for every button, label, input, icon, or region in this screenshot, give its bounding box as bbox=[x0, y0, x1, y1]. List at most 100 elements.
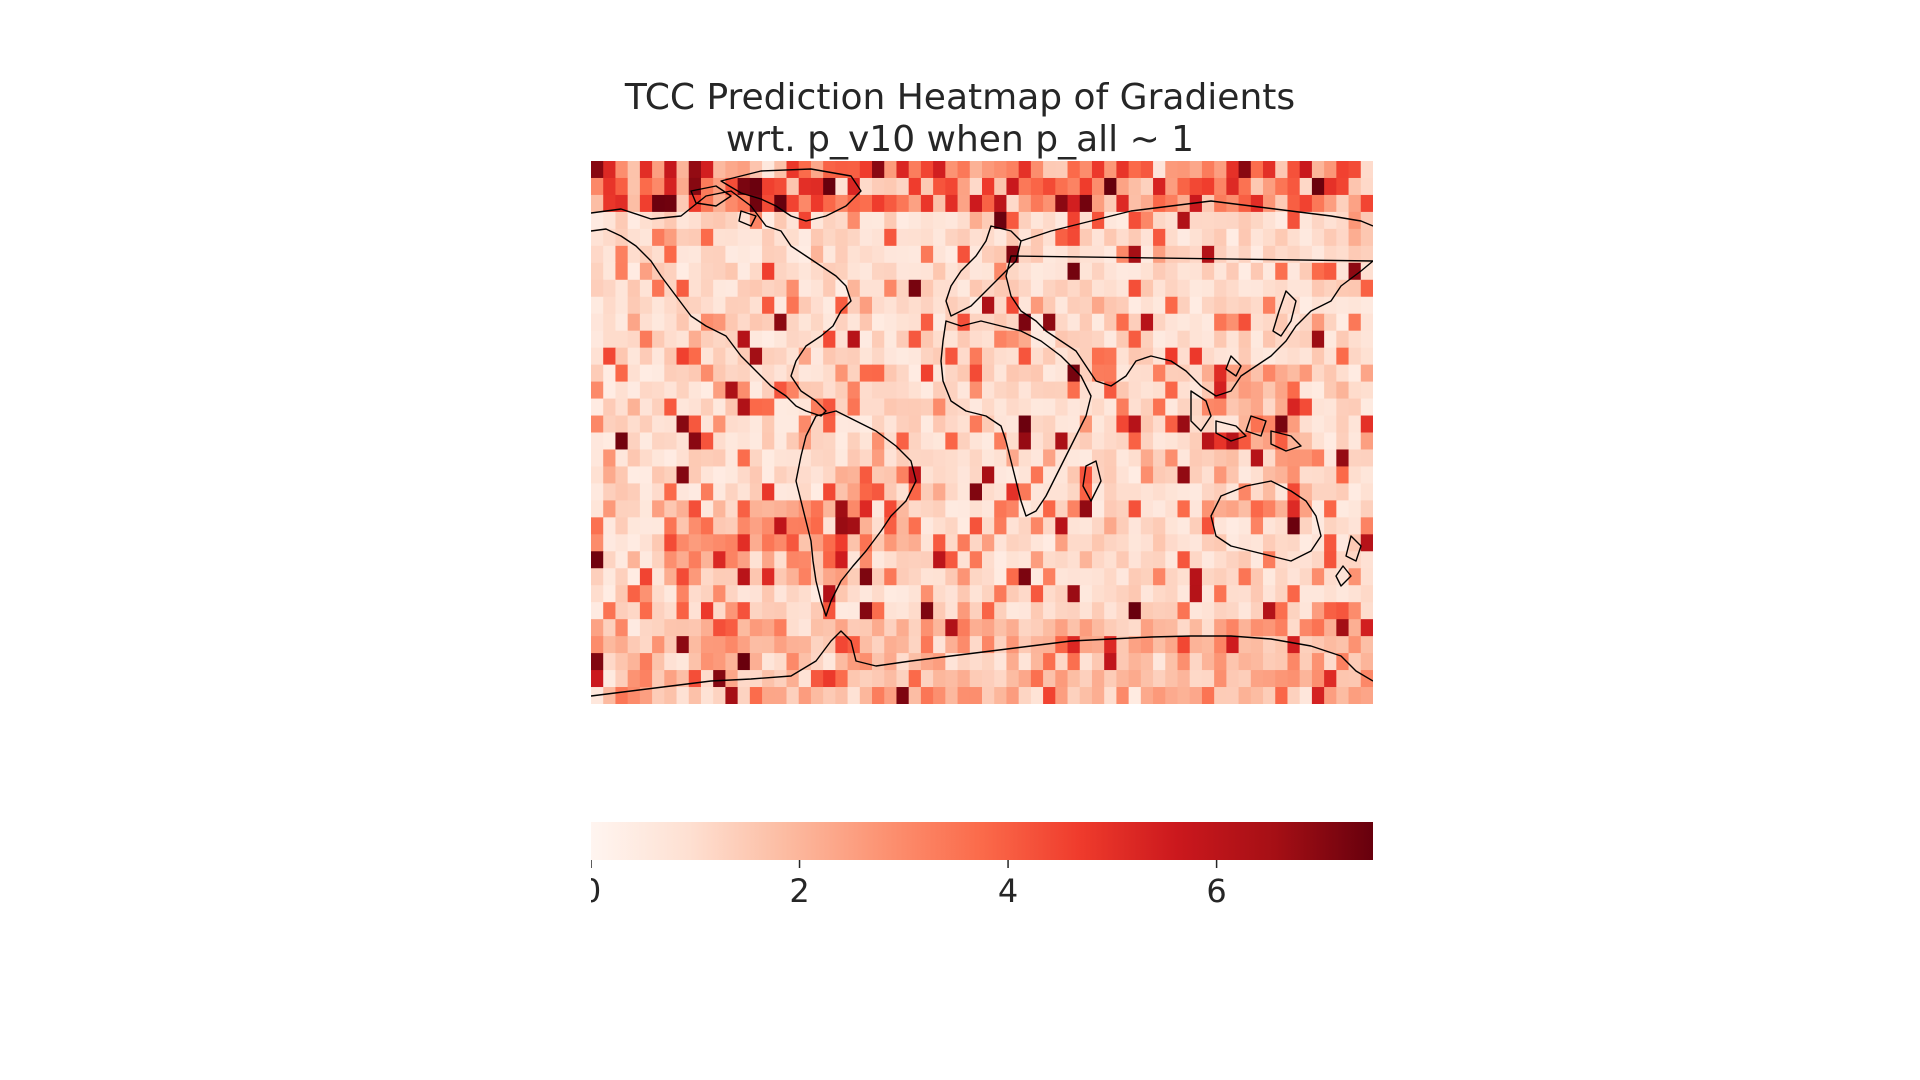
heatmap-cell bbox=[957, 347, 971, 366]
heatmap-cell bbox=[1116, 381, 1130, 400]
heatmap-cell bbox=[737, 161, 751, 179]
heatmap-cell bbox=[1275, 279, 1288, 298]
heatmap-cell bbox=[1263, 551, 1276, 569]
heatmap-cell bbox=[1079, 619, 1093, 637]
heatmap-cell bbox=[1336, 211, 1350, 230]
heatmap-cell bbox=[969, 262, 983, 281]
heatmap-cell bbox=[639, 466, 653, 484]
heatmap-cell bbox=[933, 262, 946, 281]
heatmap-cell bbox=[810, 364, 824, 383]
heatmap-cell bbox=[664, 653, 678, 671]
heatmap-cell bbox=[1226, 602, 1240, 620]
heatmap-cell bbox=[982, 483, 995, 501]
heatmap-cell bbox=[1348, 602, 1362, 620]
heatmap-cell bbox=[823, 347, 836, 366]
heatmap-cell bbox=[1250, 364, 1264, 383]
heatmap-cell bbox=[725, 161, 739, 179]
heatmap-cell bbox=[1091, 432, 1105, 450]
heatmap-cell bbox=[1140, 653, 1154, 671]
heatmap-cell bbox=[1128, 211, 1142, 230]
heatmap-cell bbox=[700, 551, 714, 569]
heatmap-cell bbox=[1336, 500, 1350, 518]
heatmap-cell bbox=[688, 466, 702, 484]
heatmap-cell bbox=[688, 687, 702, 704]
heatmap-cell bbox=[1043, 177, 1056, 196]
heatmap-cell bbox=[896, 449, 910, 467]
heatmap-cell bbox=[969, 568, 983, 586]
heatmap-cell bbox=[896, 279, 910, 298]
heatmap-cell bbox=[945, 585, 959, 603]
heatmap-cell bbox=[847, 262, 861, 281]
heatmap-cell bbox=[762, 313, 775, 332]
heatmap-cell bbox=[1275, 585, 1288, 603]
heatmap-cell bbox=[896, 313, 910, 332]
heatmap-cell bbox=[713, 194, 726, 213]
heatmap-cell bbox=[652, 177, 665, 196]
heatmap-cell bbox=[1214, 653, 1227, 671]
heatmap-cell bbox=[1128, 228, 1142, 247]
heatmap-cell bbox=[896, 534, 910, 552]
heatmap-cell bbox=[835, 194, 849, 213]
heatmap-cell bbox=[676, 245, 690, 264]
heatmap-cell bbox=[798, 211, 812, 230]
heatmap-cell bbox=[615, 161, 629, 179]
heatmap-cell bbox=[1299, 364, 1313, 383]
heatmap-cell bbox=[1067, 347, 1081, 366]
heatmap-cell bbox=[835, 687, 849, 704]
heatmap-cell bbox=[1214, 551, 1227, 569]
heatmap-cell bbox=[1165, 228, 1178, 247]
heatmap-cell bbox=[847, 347, 861, 366]
heatmap-cell bbox=[1128, 619, 1142, 637]
heatmap-cell bbox=[603, 534, 616, 552]
heatmap-cell bbox=[1263, 500, 1276, 518]
chart-title-line-1: TCC Prediction Heatmap of Gradients bbox=[624, 77, 1296, 118]
heatmap-cell bbox=[920, 432, 934, 450]
heatmap-cell bbox=[798, 517, 812, 535]
heatmap-cell bbox=[994, 364, 1007, 383]
heatmap-cell bbox=[627, 415, 641, 433]
heatmap-cell bbox=[957, 245, 971, 264]
heatmap-cell bbox=[774, 245, 787, 264]
heatmap-cell bbox=[1324, 500, 1337, 518]
heatmap-cell bbox=[1275, 653, 1288, 671]
heatmap-cell bbox=[1238, 534, 1252, 552]
heatmap-cell bbox=[1348, 194, 1362, 213]
heatmap-cell bbox=[835, 432, 849, 450]
heatmap-cell bbox=[1299, 602, 1313, 620]
heatmap-cell bbox=[969, 500, 983, 518]
heatmap-cell bbox=[1153, 211, 1166, 230]
heatmap-cell bbox=[1336, 245, 1350, 264]
heatmap-cell bbox=[1116, 262, 1130, 281]
heatmap-cell bbox=[1336, 585, 1350, 603]
heatmap-cell bbox=[1030, 228, 1044, 247]
heatmap-cell bbox=[664, 619, 678, 637]
heatmap-cell bbox=[627, 381, 641, 400]
heatmap-cell bbox=[1165, 381, 1178, 400]
heatmap-cell bbox=[688, 602, 702, 620]
heatmap-cell bbox=[1299, 211, 1313, 230]
heatmap-cell bbox=[945, 330, 959, 349]
heatmap-cell bbox=[982, 279, 995, 298]
heatmap-cell bbox=[908, 449, 922, 467]
heatmap-cell bbox=[1165, 619, 1178, 637]
heatmap-cell bbox=[603, 687, 616, 704]
heatmap-cell bbox=[713, 245, 726, 264]
heatmap-cell bbox=[627, 177, 641, 196]
heatmap-cell bbox=[1140, 364, 1154, 383]
heatmap-cell bbox=[969, 483, 983, 501]
heatmap-cell bbox=[1201, 177, 1215, 196]
heatmap-cell bbox=[1311, 398, 1325, 417]
heatmap-cell bbox=[603, 551, 616, 569]
heatmap-cell bbox=[1201, 449, 1215, 467]
heatmap-cell bbox=[762, 619, 775, 637]
heatmap-cell bbox=[884, 449, 897, 467]
heatmap-cell bbox=[1324, 653, 1337, 671]
heatmap-cell bbox=[676, 262, 690, 281]
heatmap-cell bbox=[859, 619, 873, 637]
heatmap-cell bbox=[920, 602, 934, 620]
heatmap-cell bbox=[920, 330, 934, 349]
heatmap-cell bbox=[896, 636, 910, 654]
heatmap-cell bbox=[1275, 500, 1288, 518]
heatmap-cell bbox=[591, 619, 604, 637]
heatmap-cell bbox=[798, 585, 812, 603]
